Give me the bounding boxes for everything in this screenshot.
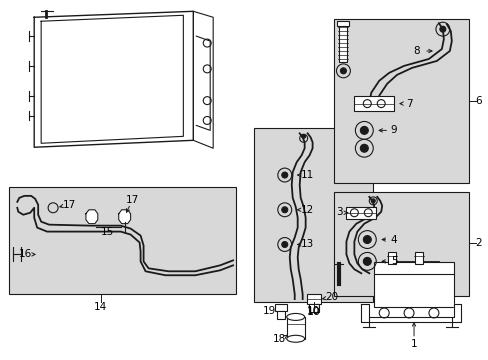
Circle shape <box>360 144 367 152</box>
Text: 5: 5 <box>390 256 397 266</box>
Circle shape <box>363 257 370 265</box>
Polygon shape <box>119 210 130 224</box>
Text: 17: 17 <box>62 200 76 210</box>
Bar <box>9 187 236 294</box>
Bar <box>346 207 375 219</box>
Bar <box>387 252 395 264</box>
Bar <box>373 262 453 307</box>
Bar <box>306 294 320 304</box>
Bar <box>286 317 304 339</box>
Circle shape <box>281 172 287 178</box>
Circle shape <box>360 126 367 134</box>
Text: 7: 7 <box>405 99 411 109</box>
Ellipse shape <box>286 335 304 342</box>
Text: 4: 4 <box>390 234 397 244</box>
Text: 15: 15 <box>101 226 114 237</box>
Text: 10: 10 <box>306 307 320 317</box>
Text: 2: 2 <box>474 238 481 248</box>
Polygon shape <box>361 304 460 322</box>
Circle shape <box>370 199 374 203</box>
Ellipse shape <box>286 314 304 320</box>
Text: 13: 13 <box>301 239 314 249</box>
Circle shape <box>301 134 305 138</box>
Text: 11: 11 <box>301 170 314 180</box>
Polygon shape <box>86 210 98 224</box>
Bar <box>308 304 318 312</box>
Text: 16: 16 <box>19 249 32 260</box>
Text: 19: 19 <box>263 306 276 316</box>
Text: 1: 1 <box>410 339 416 349</box>
Bar <box>337 21 349 26</box>
Bar <box>339 24 346 62</box>
Text: 9: 9 <box>390 125 397 135</box>
Circle shape <box>439 26 445 32</box>
Text: 18: 18 <box>273 334 286 344</box>
Text: 12: 12 <box>301 205 314 215</box>
Bar <box>253 129 372 302</box>
Bar <box>274 304 286 311</box>
Text: 3: 3 <box>335 207 342 217</box>
Bar <box>414 252 422 264</box>
Bar <box>334 19 468 183</box>
Text: 8: 8 <box>413 46 420 56</box>
Text: 17: 17 <box>126 195 139 205</box>
Circle shape <box>281 207 287 213</box>
Text: 20: 20 <box>324 292 337 302</box>
Text: 6: 6 <box>474 96 481 105</box>
Bar <box>276 311 284 319</box>
Circle shape <box>340 68 346 74</box>
Circle shape <box>281 242 287 247</box>
Circle shape <box>363 235 370 243</box>
Text: 14: 14 <box>94 302 107 312</box>
Bar <box>354 96 393 111</box>
Bar <box>334 192 468 296</box>
Text: 10: 10 <box>306 306 320 316</box>
